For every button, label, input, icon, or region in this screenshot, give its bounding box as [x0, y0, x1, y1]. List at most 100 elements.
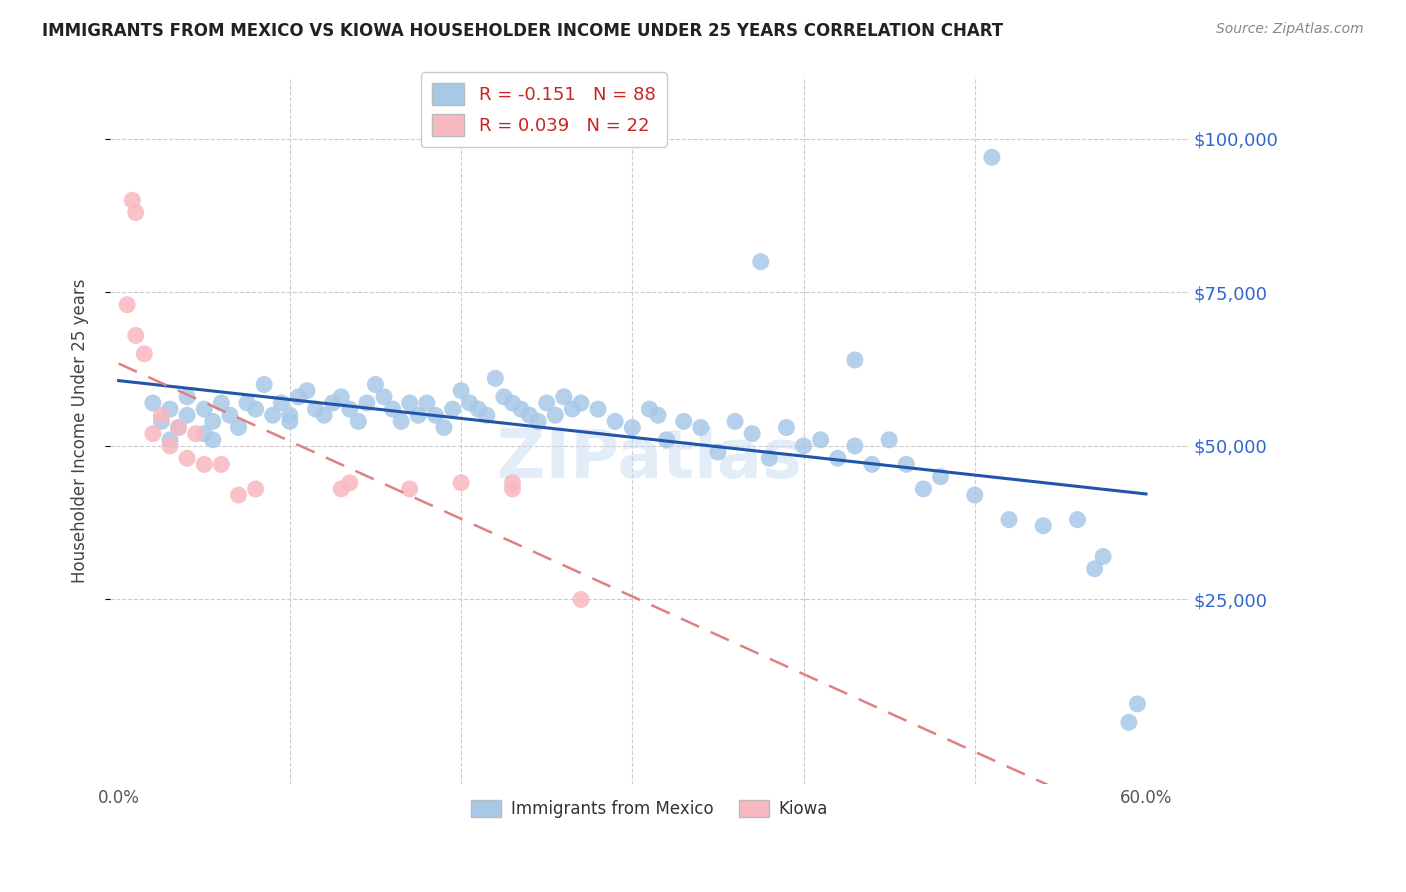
Point	[381, 402, 404, 417]
Point	[605, 414, 627, 428]
Point	[724, 414, 747, 428]
Point	[1118, 715, 1140, 730]
Point	[193, 402, 215, 417]
Point	[458, 396, 481, 410]
Point	[741, 426, 763, 441]
Text: ZIPatlas: ZIPatlas	[498, 425, 801, 491]
Point	[501, 482, 523, 496]
Point	[142, 426, 165, 441]
Point	[689, 420, 711, 434]
Point	[356, 396, 378, 410]
Point	[484, 371, 506, 385]
Point	[1032, 518, 1054, 533]
Point	[467, 402, 489, 417]
Point	[176, 451, 198, 466]
Point	[416, 396, 439, 410]
Point	[347, 414, 370, 428]
Point	[228, 420, 250, 434]
Point	[810, 433, 832, 447]
Point	[621, 420, 644, 434]
Point	[201, 433, 224, 447]
Point	[295, 384, 318, 398]
Point	[450, 384, 472, 398]
Point	[245, 402, 267, 417]
Point	[150, 414, 173, 428]
Point	[159, 402, 181, 417]
Point	[896, 458, 918, 472]
Point	[860, 458, 883, 472]
Point	[176, 409, 198, 423]
Point	[510, 402, 533, 417]
Point	[398, 396, 420, 410]
Point	[193, 458, 215, 472]
Point	[262, 409, 284, 423]
Point	[827, 451, 849, 466]
Point	[253, 377, 276, 392]
Point	[980, 150, 1002, 164]
Point	[330, 482, 353, 496]
Point	[758, 451, 780, 466]
Point	[167, 420, 190, 434]
Point	[638, 402, 661, 417]
Point	[167, 420, 190, 434]
Point	[672, 414, 695, 428]
Point	[304, 402, 326, 417]
Point	[425, 409, 447, 423]
Point	[655, 433, 678, 447]
Point	[278, 409, 301, 423]
Point	[569, 396, 592, 410]
Point	[159, 433, 181, 447]
Point	[586, 402, 609, 417]
Text: IMMIGRANTS FROM MEXICO VS KIOWA HOUSEHOLDER INCOME UNDER 25 YEARS CORRELATION CH: IMMIGRANTS FROM MEXICO VS KIOWA HOUSEHOL…	[42, 22, 1004, 40]
Point	[270, 396, 292, 410]
Point	[176, 390, 198, 404]
Point	[450, 475, 472, 490]
Point	[561, 402, 583, 417]
Point	[501, 396, 523, 410]
Point	[209, 396, 232, 410]
Point	[492, 390, 515, 404]
Point	[553, 390, 575, 404]
Point	[228, 488, 250, 502]
Point	[115, 298, 138, 312]
Point	[287, 390, 309, 404]
Point	[209, 458, 232, 472]
Point	[998, 513, 1021, 527]
Point	[406, 409, 429, 423]
Point	[929, 469, 952, 483]
Point	[1092, 549, 1115, 564]
Point	[201, 414, 224, 428]
Point	[330, 390, 353, 404]
Point	[278, 414, 301, 428]
Point	[775, 420, 797, 434]
Point	[193, 426, 215, 441]
Point	[963, 488, 986, 502]
Point	[707, 445, 730, 459]
Point	[1084, 562, 1107, 576]
Point	[339, 402, 361, 417]
Point	[647, 409, 669, 423]
Point	[569, 592, 592, 607]
Point	[912, 482, 935, 496]
Point	[121, 194, 143, 208]
Point	[236, 396, 259, 410]
Point	[749, 254, 772, 268]
Text: Source: ZipAtlas.com: Source: ZipAtlas.com	[1216, 22, 1364, 37]
Point	[844, 439, 866, 453]
Y-axis label: Householder Income Under 25 years: Householder Income Under 25 years	[72, 278, 89, 582]
Point	[134, 347, 156, 361]
Point	[527, 414, 550, 428]
Point	[314, 409, 336, 423]
Point	[475, 409, 498, 423]
Point	[322, 396, 344, 410]
Point	[501, 475, 523, 490]
Point	[844, 353, 866, 368]
Point	[398, 482, 420, 496]
Point	[441, 402, 464, 417]
Point	[125, 328, 148, 343]
Point	[519, 409, 541, 423]
Point	[142, 396, 165, 410]
Point	[536, 396, 558, 410]
Point	[339, 475, 361, 490]
Point	[544, 409, 567, 423]
